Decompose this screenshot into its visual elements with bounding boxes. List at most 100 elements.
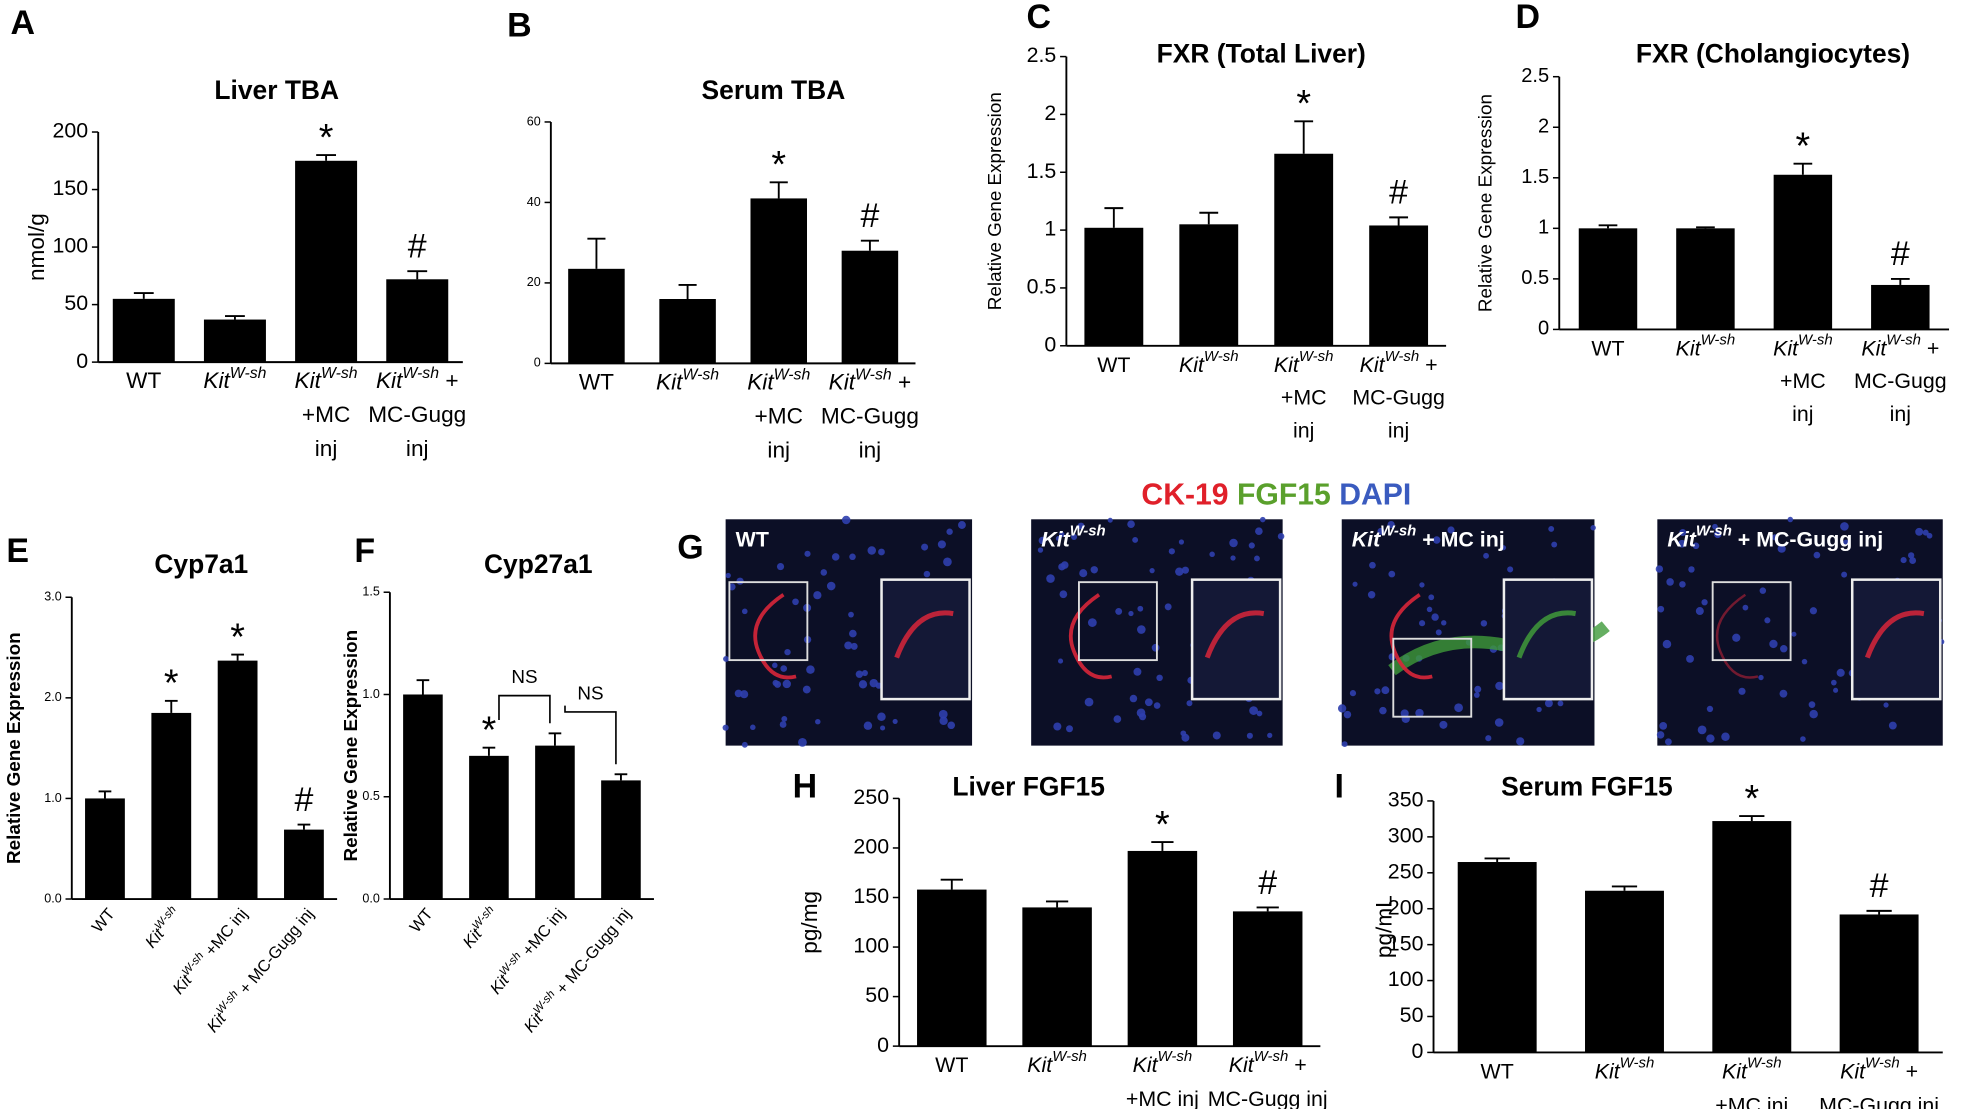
significance-marker: * (482, 709, 497, 751)
bar (1839, 914, 1919, 1053)
nucleus (1038, 536, 1047, 545)
nucleus (849, 629, 857, 638)
nucleus (1181, 733, 1190, 742)
nucleus (923, 570, 931, 578)
significance-marker: * (1155, 803, 1170, 845)
nucleus (1229, 538, 1238, 548)
y-tick-label: 150 (1388, 931, 1424, 955)
nucleus (1428, 594, 1435, 601)
x-tick-label: KitW-sh (656, 366, 719, 394)
nucleus (1483, 552, 1489, 559)
error-bar (614, 773, 628, 781)
nucleus (1447, 526, 1455, 534)
x-tick-label: KitW-sh + MC-Gugg inj (821, 366, 919, 462)
nucleus (1079, 569, 1088, 578)
y-axis-label: Relative Gene Expression (3, 632, 24, 864)
y-tick-label: 1.5 (1521, 166, 1549, 188)
bar (1179, 224, 1239, 346)
nucleus (784, 648, 791, 656)
nucleus (1352, 581, 1358, 587)
error-bar (1890, 277, 1910, 285)
chart-title: FXR (Total Liver) (1157, 38, 1366, 68)
nucleus (878, 548, 885, 556)
error-bar (407, 270, 428, 280)
nucleus (1149, 567, 1155, 574)
nucleus (1507, 566, 1514, 573)
nucleus (1758, 674, 1764, 681)
y-tick-label: 3.0 (44, 590, 61, 604)
nucleus (780, 665, 788, 672)
y-tick-label: 200 (52, 119, 88, 143)
y-tick-label: 20 (527, 275, 541, 289)
nucleus (1800, 736, 1806, 742)
stain-label: CK-19 (1141, 479, 1228, 512)
y-tick-label: 0 (1044, 332, 1056, 356)
nucleus (849, 553, 856, 561)
nucleus (1164, 603, 1172, 611)
bar (112, 298, 175, 363)
nucleus (1706, 705, 1714, 713)
significance-marker: # (294, 781, 313, 819)
nucleus (848, 611, 854, 618)
error-bar (1256, 906, 1279, 912)
y-tick-label: 50 (64, 291, 88, 315)
nucleus (1738, 687, 1746, 695)
nucleus (1692, 542, 1700, 550)
nucleus (1480, 620, 1488, 627)
y-tick-label: 2.5 (1027, 43, 1057, 67)
ck19-stain (1389, 593, 1433, 680)
nucleus (1516, 737, 1525, 746)
nucleus (1666, 578, 1674, 586)
nucleus (1732, 633, 1741, 642)
y-tick-label: 300 (1388, 824, 1424, 848)
nucleus (1922, 529, 1929, 536)
ck19-zoom (1516, 610, 1577, 659)
nucleus (1246, 732, 1253, 739)
nucleus (1777, 544, 1786, 553)
nucleus (1808, 701, 1816, 708)
nucleus (943, 557, 952, 567)
chart-title: Liver FGF15 (952, 771, 1105, 801)
nucleus (1381, 686, 1390, 695)
nucleus (850, 642, 858, 650)
nucleus (1178, 539, 1185, 545)
nucleus (1077, 522, 1085, 530)
nucleus (946, 528, 953, 535)
significance-marker: # (1870, 867, 1889, 905)
significance-marker: * (319, 116, 334, 158)
nucleus (880, 725, 886, 731)
y-tick-label: 1.0 (44, 791, 61, 805)
error-bar (1739, 815, 1765, 822)
nucleus (867, 546, 876, 555)
nucleus (1058, 658, 1064, 664)
y-tick-label: 60 (527, 114, 541, 128)
bar (1773, 174, 1833, 330)
ck19-zoom (1864, 610, 1925, 659)
chart-title: Cyp7a1 (154, 549, 248, 579)
nucleus (1551, 541, 1558, 548)
nucleus (938, 709, 948, 719)
panel-letter: I (1335, 767, 1344, 805)
error-bar (1866, 909, 1892, 915)
bar (1585, 890, 1664, 1053)
error-bar (316, 154, 337, 161)
ns-label: NS (577, 682, 603, 703)
panel-letter: F (354, 532, 375, 570)
y-tick-label: 200 (1388, 895, 1424, 919)
y-tick-label: 150 (52, 176, 88, 200)
nucleus (1439, 720, 1448, 729)
x-tick-label: KitW-sh (1027, 1049, 1087, 1077)
nucleus (957, 521, 966, 529)
nucleus (1066, 725, 1073, 733)
nucleus (1144, 698, 1153, 707)
x-tick-label: WT (935, 1053, 968, 1077)
nucleus (1153, 702, 1161, 709)
panel-letter: C (1026, 0, 1051, 36)
error-bar (1104, 207, 1124, 228)
stain-legend: CK-19 FGF15 DAPI (1141, 479, 1411, 512)
y-tick-label: 0 (534, 356, 541, 370)
nucleus (1841, 571, 1848, 578)
y-tick-label: 1.5 (1027, 159, 1057, 183)
